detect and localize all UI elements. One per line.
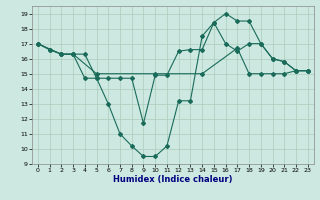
X-axis label: Humidex (Indice chaleur): Humidex (Indice chaleur) <box>113 175 233 184</box>
